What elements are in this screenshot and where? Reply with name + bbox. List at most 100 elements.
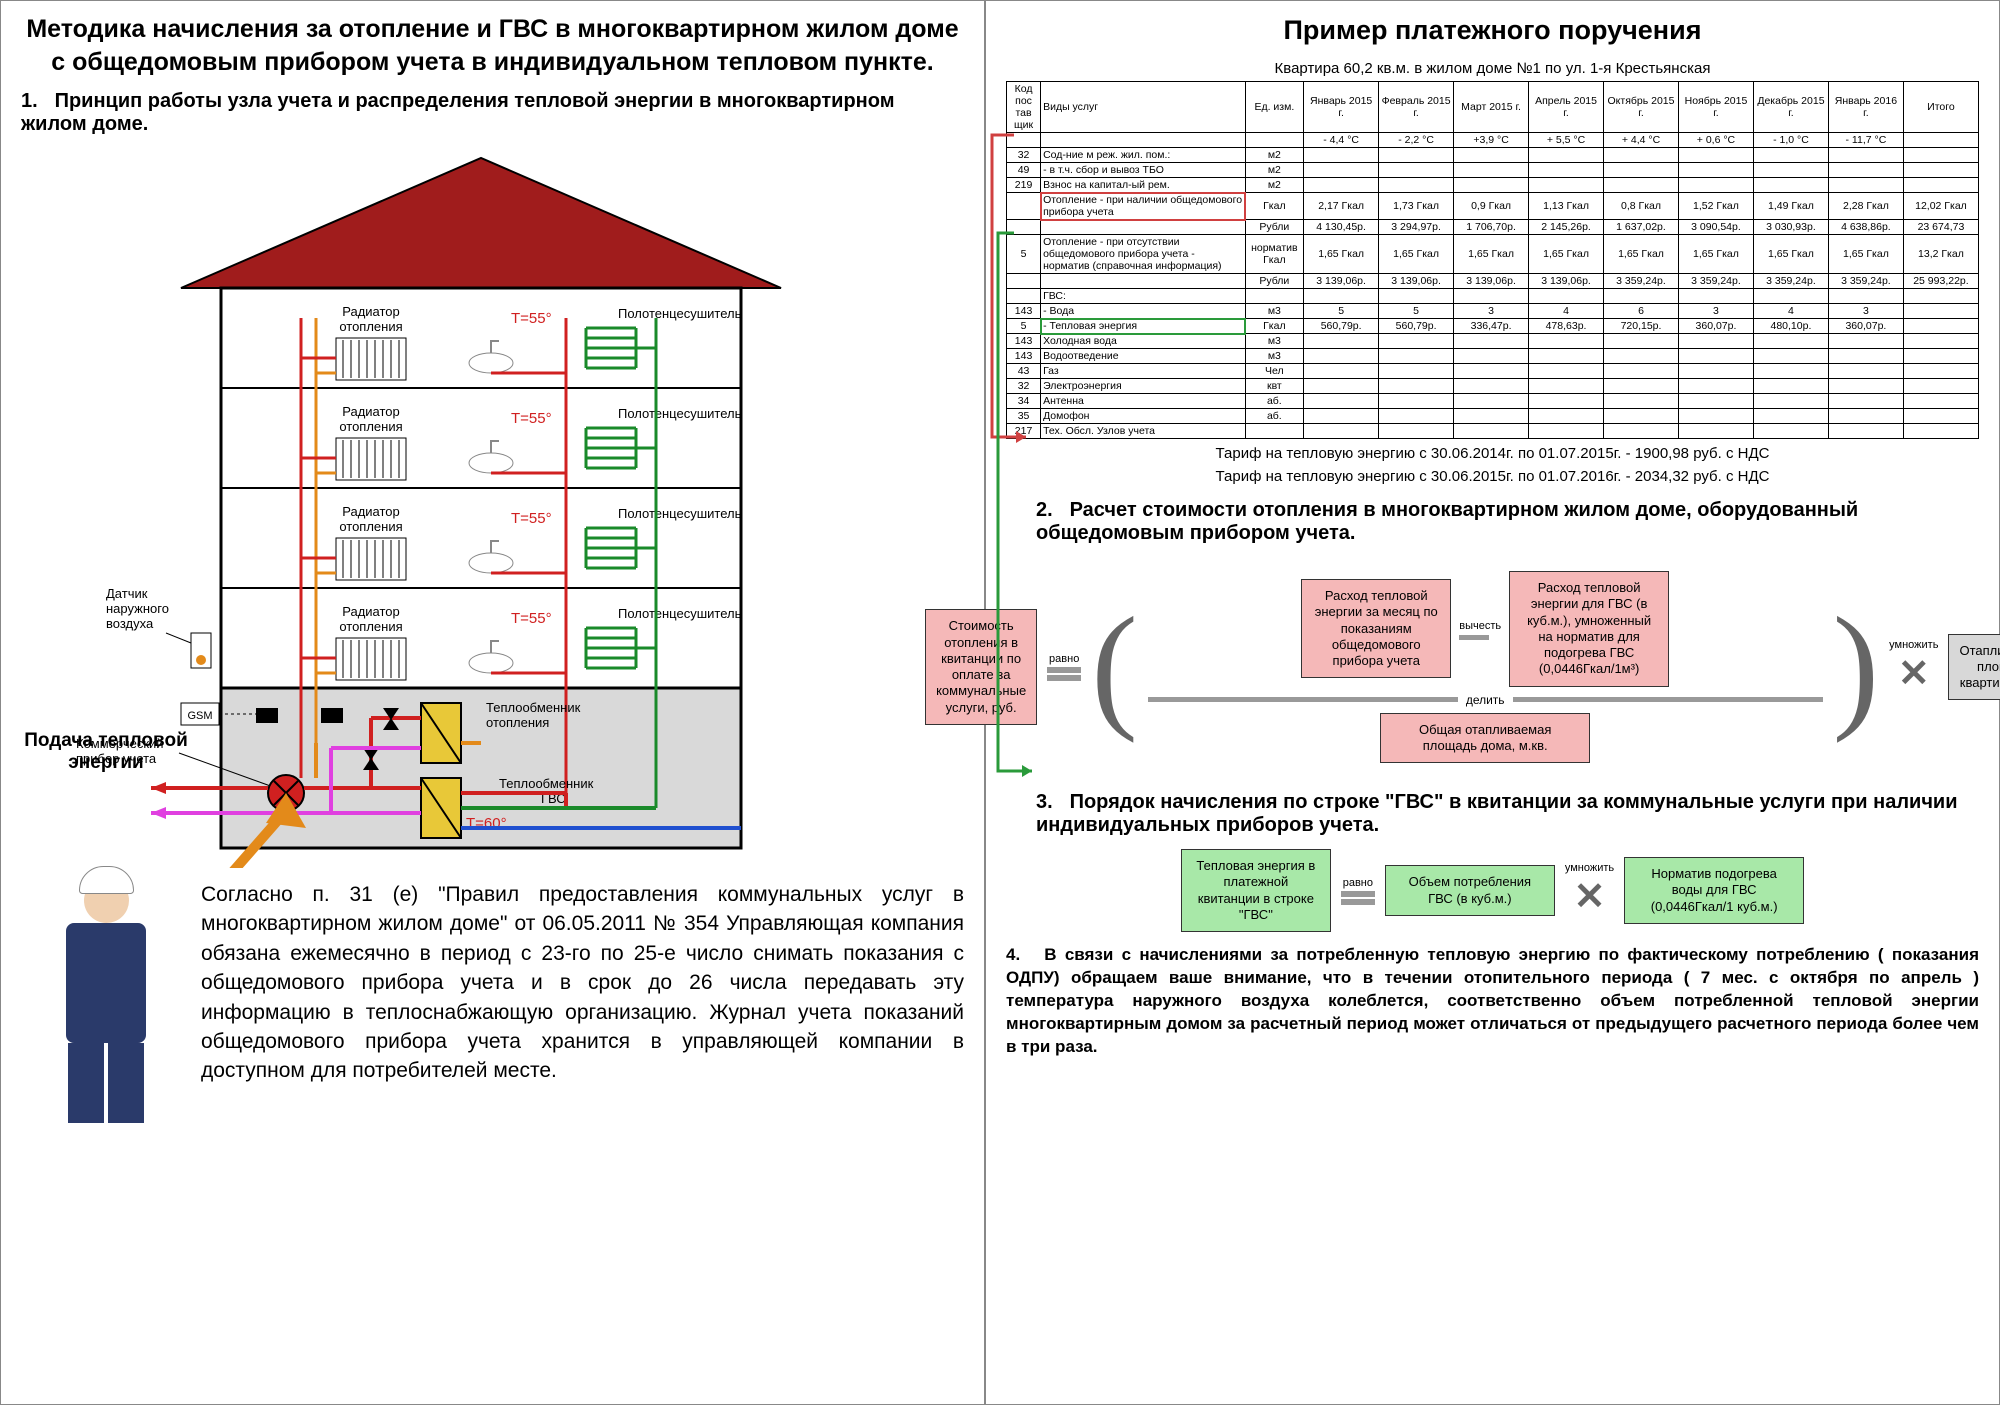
data-cell [1678,379,1753,394]
col-header: Октябрь 2015 г. [1604,82,1679,133]
data-cell [1529,349,1604,364]
data-cell [1604,289,1679,304]
data-cell: 2,28 Гкал [1828,193,1903,220]
data-cell [1304,349,1379,364]
data-cell [1753,163,1828,178]
svg-text:Т=55°: Т=55° [511,310,552,327]
col-temp: + 4,4 °C [1604,133,1679,148]
svg-text:Теплообменник: Теплообменник [486,700,581,715]
payment-table: Код пос тав щикВиды услугЕд. изм.Январь … [1006,81,1979,439]
data-cell: 23 674,73 [1903,220,1978,235]
svg-text:Полотенцесушитель: Полотенцесушитель [618,506,742,521]
data-cell [1828,148,1903,163]
data-cell [1007,193,1041,220]
data-cell [1604,364,1679,379]
data-cell [1379,178,1454,193]
data-cell [1304,424,1379,439]
svg-text:Полотенцесушитель: Полотенцесушитель [618,406,742,421]
table-row: 5Отопление - при отсутствии общедомового… [1007,235,1979,274]
col-temp: - 4,4 °C [1304,133,1379,148]
data-cell [1903,289,1978,304]
data-cell [1903,379,1978,394]
data-cell: аб. [1245,409,1304,424]
data-cell [1604,148,1679,163]
data-cell: 1,52 Гкал [1678,193,1753,220]
data-cell [1304,364,1379,379]
data-cell: 32 [1007,148,1041,163]
data-cell: м3 [1245,304,1304,319]
svg-text:Т=55°: Т=55° [511,510,552,527]
data-cell [1379,364,1454,379]
op-subtract: вычесть [1459,618,1501,640]
table-row: 49- в т.ч. сбор и вывоз ТБОм2 [1007,163,1979,178]
data-cell [1903,334,1978,349]
data-cell: 4 130,45р. [1304,220,1379,235]
data-cell [1753,289,1828,304]
data-cell: 143 [1007,349,1041,364]
data-cell [1529,163,1604,178]
svg-text:Т=55°: Т=55° [511,410,552,427]
table-row: 32Электроэнергияквт [1007,379,1979,394]
col-temp: + 5,5 °C [1529,133,1604,148]
data-cell: 4 [1753,304,1828,319]
data-cell: 1,49 Гкал [1753,193,1828,220]
data-cell [1678,409,1753,424]
data-cell: 720,15р. [1604,319,1679,334]
data-cell: 1,73 Гкал [1379,193,1454,220]
data-cell: 1,65 Гкал [1454,235,1529,274]
data-cell: 3 030,93р. [1753,220,1828,235]
data-cell: 0,9 Гкал [1454,193,1529,220]
data-cell: 49 [1007,163,1041,178]
svc-cell: Холодная вода [1041,334,1245,349]
col-temp: - 2,2 °C [1379,133,1454,148]
data-cell: 3 359,24р. [1753,274,1828,289]
col-header: Март 2015 г. [1454,82,1529,133]
data-cell [1529,394,1604,409]
data-cell [1753,334,1828,349]
svg-text:отопления: отопления [339,419,402,434]
data-cell [1454,148,1529,163]
data-cell [1007,274,1041,289]
data-cell [1678,334,1753,349]
data-cell [1379,163,1454,178]
data-cell: 1,65 Гкал [1828,235,1903,274]
table-row: 32Сод-ние м реж. жил. пом.:м2 [1007,148,1979,163]
data-cell [1753,349,1828,364]
data-cell [1454,364,1529,379]
svg-text:воздуха: воздуха [106,616,154,631]
data-cell [1379,334,1454,349]
data-cell: 12,02 Гкал [1903,193,1978,220]
op-equals: равно [1047,653,1081,681]
left-title: Методика начисления за отопление и ГВС в… [21,13,964,78]
data-cell: 1,13 Гкал [1529,193,1604,220]
data-cell: 3 [1454,304,1529,319]
data-cell: 5 [1007,235,1041,274]
col-header: Февраль 2015 г. [1379,82,1454,133]
op-multiply-3: умножить ✕ [1565,862,1614,919]
svc-cell: Отопление - при наличии общедомового при… [1041,193,1245,220]
data-cell: Гкал [1245,319,1304,334]
data-cell: м2 [1245,148,1304,163]
svc-cell: - Вода [1041,304,1245,319]
house-diagram: Радиатор отопления Т=55° Полотенцесушите… [21,148,961,868]
data-cell [1379,424,1454,439]
svc-cell [1041,220,1245,235]
data-cell [1903,178,1978,193]
table-row: 43ГазЧел [1007,364,1979,379]
table-row: Рубли3 139,06р.3 139,06р.3 139,06р.3 139… [1007,274,1979,289]
data-cell [1245,289,1304,304]
data-cell [1903,304,1978,319]
table-row: 143- Водам355346343 [1007,304,1979,319]
left-panel: Методика начисления за отопление и ГВС в… [0,0,985,1405]
data-cell [1529,364,1604,379]
data-cell: 478,63р. [1529,319,1604,334]
data-cell: 219 [1007,178,1041,193]
svg-text:Радиатор: Радиатор [342,304,400,319]
f2-month: Расход тепловой энергии за месяц по пока… [1301,579,1451,678]
data-cell [1828,394,1903,409]
data-cell: 43 [1007,364,1041,379]
svc-cell: Взнос на капитал-ый рем. [1041,178,1245,193]
data-cell: 1 637,02р. [1604,220,1679,235]
data-cell [1604,334,1679,349]
data-cell: 3 294,97р. [1379,220,1454,235]
